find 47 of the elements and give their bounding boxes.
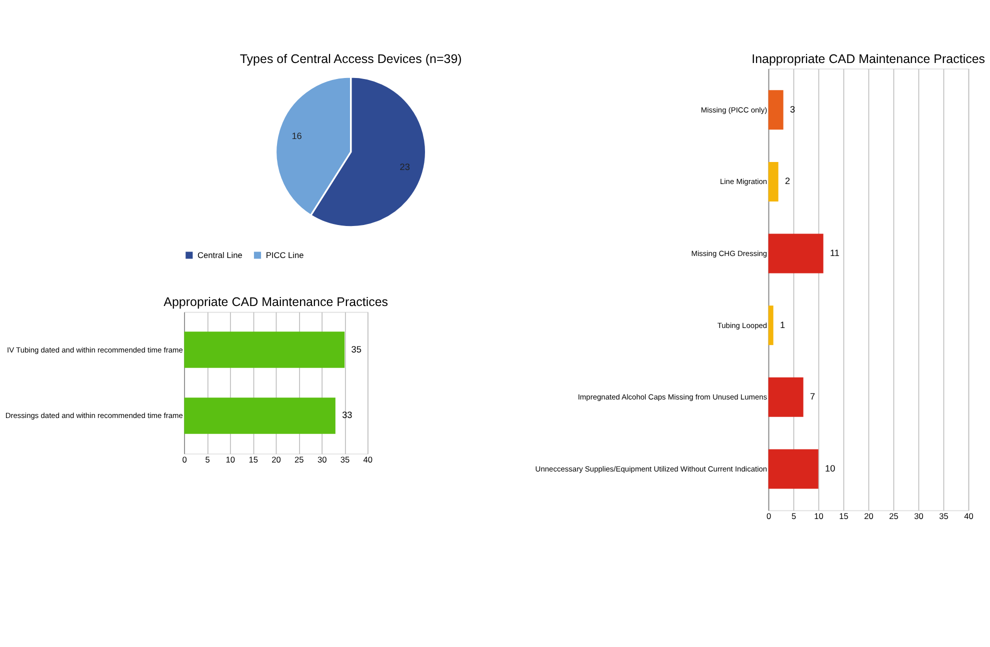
y-tick-label: Impregnated Alcohol Caps Missing from Unused Lumens	[578, 392, 768, 402]
legend-label: Central Line	[198, 250, 243, 260]
x-tick-label: 20	[864, 511, 874, 521]
x-tick-label: 5	[791, 511, 796, 521]
y-tick-label: Missing (PICC only)	[700, 105, 768, 114]
chart-title: Types of Central Access Devices (n=39)	[240, 52, 462, 66]
bar	[768, 449, 818, 489]
data-label: 11	[830, 248, 840, 258]
y-tick-label: IV Tubing dated and within recommended time frame	[6, 345, 183, 354]
x-tick-label: 10	[226, 454, 236, 464]
x-tick-label: 25	[889, 511, 899, 521]
data-label: 7	[810, 392, 816, 402]
y-tick-label: Dressings dated and within recommended time frame	[5, 411, 183, 420]
y-tick-label: Missing CHG Dressing	[691, 249, 768, 258]
x-tick-label: 20	[272, 454, 282, 464]
y-tick-label: Tubing Looped	[717, 320, 768, 330]
data-label: 2	[785, 176, 790, 186]
bar	[768, 90, 784, 130]
chart-title: Appropriate CAD Maintenance Practices	[164, 295, 388, 310]
x-tick-label: 25	[294, 454, 304, 464]
x-tick-label: 30	[914, 511, 924, 521]
bar	[768, 162, 778, 202]
y-tick-label: Unneccessary Supplies/Equipment Utilized Without Current Indication	[535, 464, 768, 474]
data-label: 10	[825, 463, 836, 474]
x-tick-label: 15	[248, 454, 258, 464]
data-label: 16	[292, 130, 302, 141]
bar	[768, 306, 774, 346]
chart-title: Inappropriate CAD Maintenance Practices	[752, 52, 986, 66]
x-tick-label: 40	[363, 454, 373, 464]
x-tick-label: 15	[839, 511, 849, 521]
bar	[768, 377, 804, 417]
x-tick-label: 40	[964, 511, 974, 521]
x-tick-label: 35	[939, 511, 949, 521]
x-tick-label: 0	[766, 511, 772, 521]
x-tick-label: 30	[317, 454, 328, 464]
bar	[768, 234, 824, 274]
data-label: 35	[351, 344, 362, 354]
legend-label: PICC Line	[266, 250, 304, 260]
y-tick-label: Line Migration	[720, 177, 768, 186]
data-label: 1	[780, 320, 786, 330]
x-tick-label: 10	[814, 511, 824, 521]
data-label: 23	[400, 162, 410, 172]
data-label: 33	[342, 410, 352, 420]
x-tick-label: 5	[205, 454, 210, 464]
x-tick-label: 35	[340, 454, 350, 464]
data-label: 3	[790, 104, 796, 114]
x-tick-label: 0	[182, 454, 188, 464]
